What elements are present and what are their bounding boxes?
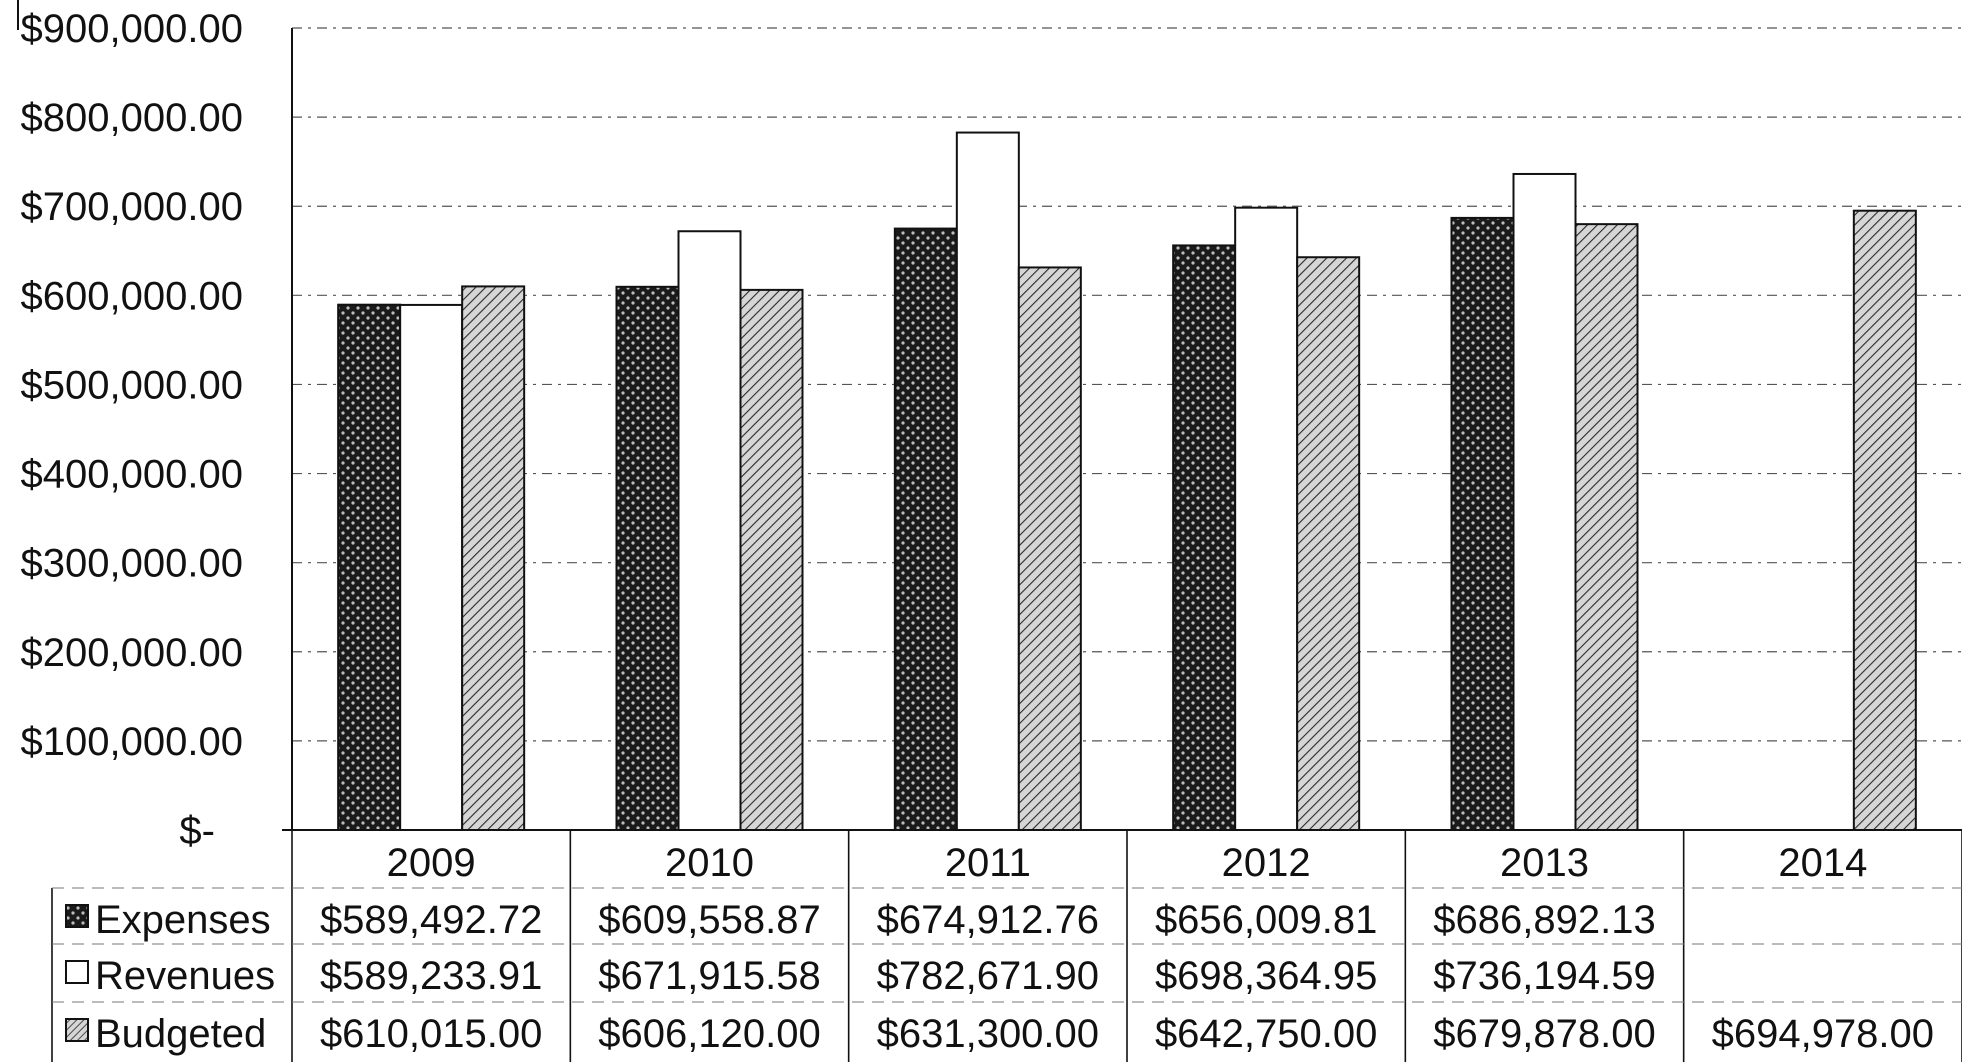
table-cell-budgeted: $631,300.00 [877, 1012, 1099, 1056]
bars [337, 131, 1917, 832]
legend-swatch-budgeted [65, 1018, 89, 1042]
y-tick-label: $200,000.00 [21, 631, 243, 675]
x-category-label: 2014 [1778, 841, 1867, 885]
table-cell-revenues: $736,194.59 [1433, 954, 1655, 998]
table-cell-expenses: $686,892.13 [1433, 898, 1655, 942]
x-category-label: 2011 [945, 841, 1031, 885]
table-cell-expenses: $656,009.81 [1155, 898, 1377, 942]
y-tick-label: $100,000.00 [21, 720, 243, 764]
bar-expenses-2011 [893, 227, 958, 831]
bar-revenues-2010 [677, 230, 742, 832]
gridlines [292, 27, 1962, 742]
bar-budgeted-2013 [1574, 223, 1639, 832]
table-cell-revenues: $671,915.58 [598, 954, 820, 998]
table-cell-budgeted: $694,978.00 [1712, 1012, 1934, 1056]
y-tick-label: $700,000.00 [21, 185, 243, 229]
bar-expenses-2009 [337, 303, 402, 831]
table-cell-budgeted: $642,750.00 [1155, 1012, 1377, 1056]
x-category-label: 2009 [387, 841, 476, 885]
bar-revenues-2012 [1234, 206, 1299, 831]
y-tick-label: $600,000.00 [21, 274, 243, 318]
table-cell-expenses: $589,492.72 [320, 898, 542, 942]
y-tick-label: $- [179, 809, 215, 853]
bar-revenues-2013 [1512, 172, 1577, 832]
y-tick-label: $800,000.00 [21, 96, 243, 140]
table-cell-expenses: $609,558.87 [598, 898, 820, 942]
bar-budgeted-2014 [1852, 209, 1917, 831]
bar-budgeted-2012 [1296, 256, 1361, 831]
legend-swatch-revenues [65, 960, 89, 984]
x-category-label: 2012 [1222, 841, 1311, 885]
x-category-label: 2010 [665, 841, 754, 885]
y-axis-tick-labels: $- $100,000.00 $200,000.00 $300,000.00 $400,… [21, 7, 243, 853]
table-cell-revenues: $589,233.91 [320, 954, 542, 998]
bar-revenues-2009 [399, 303, 464, 831]
y-tick-label: $400,000.00 [21, 453, 243, 497]
bar-expenses-2012 [1172, 244, 1237, 831]
legend-label-budgeted: Budgeted [95, 1012, 266, 1056]
table-cell-revenues: $782,671.90 [877, 954, 1099, 998]
bar-revenues-2011 [955, 131, 1020, 831]
bar-budgeted-2009 [461, 285, 526, 831]
data-table: 2009 2010 2011 2012 2013 2014 Expenses $589,492… [51, 830, 1962, 1062]
legend-label-revenues: Revenues [95, 954, 275, 998]
y-tick-label: $900,000.00 [21, 7, 243, 51]
bar-budgeted-2011 [1017, 266, 1082, 832]
table-cell-budgeted: $679,878.00 [1433, 1012, 1655, 1056]
legend-label-expenses: Expenses [95, 898, 271, 942]
bar-expenses-2013 [1450, 216, 1515, 832]
table-cell-revenues: $698,364.95 [1155, 954, 1377, 998]
axes [17, 0, 1962, 831]
legend-swatch-expenses [65, 904, 89, 928]
y-tick-label: $300,000.00 [21, 542, 243, 586]
y-tick-label: $500,000.00 [21, 363, 243, 407]
table-cell-budgeted: $610,015.00 [320, 1012, 542, 1056]
x-category-label: 2013 [1500, 841, 1589, 885]
table-cell-budgeted: $606,120.00 [598, 1012, 820, 1056]
table-cell-expenses: $674,912.76 [877, 898, 1099, 942]
bar-budgeted-2010 [739, 288, 804, 831]
bar-expenses-2010 [615, 285, 680, 831]
